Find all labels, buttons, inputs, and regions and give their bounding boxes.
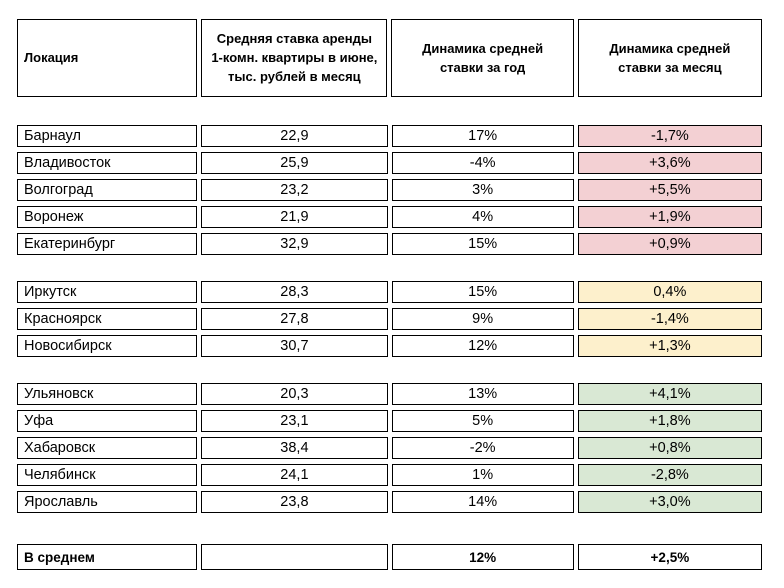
table-row: Новосибирск 30,7 12% +1,3% — [17, 335, 762, 357]
month-change-cell: +3,0% — [577, 491, 762, 513]
rate-cell: 30,7 — [201, 335, 388, 357]
rate-cell: 38,4 — [201, 437, 388, 459]
table-row: Уфа 23,1 5% +1,8% — [17, 410, 762, 432]
footer-year-change-cell: 12% — [391, 544, 574, 570]
table-row: Ярославль 23,8 14% +3,0% — [17, 491, 762, 513]
year-change-cell: 13% — [391, 383, 574, 405]
location-cell: Ульяновск — [17, 383, 198, 405]
month-change-cell: +0,9% — [577, 233, 762, 255]
rate-cell: 23,2 — [201, 179, 388, 201]
location-cell: Волгоград — [17, 179, 198, 201]
rate-cell: 22,9 — [201, 125, 388, 147]
table-footer-row: В среднем 12% +2,5% — [17, 544, 762, 570]
year-change-cell: -4% — [391, 152, 574, 174]
year-change-cell: 1% — [391, 464, 574, 486]
footer-month-change-cell: +2,5% — [577, 544, 762, 570]
rate-cell: 23,8 — [201, 491, 388, 513]
location-cell: Воронеж — [17, 206, 198, 228]
year-change-cell: 17% — [391, 125, 574, 147]
table-row: Барнаул 22,9 17% -1,7% — [17, 125, 762, 147]
location-cell: Новосибирск — [17, 335, 198, 357]
year-change-cell: -2% — [391, 437, 574, 459]
footer-rate-cell — [201, 544, 388, 570]
table-header-row: Локация Средняя ставка аренды 1-комн. кв… — [17, 19, 762, 97]
month-change-cell: +1,9% — [577, 206, 762, 228]
table-row: Иркутск 28,3 15% 0,4% — [17, 281, 762, 303]
location-cell: Владивосток — [17, 152, 198, 174]
table-row: Красноярск 27,8 9% -1,4% — [17, 308, 762, 330]
table-group: Иркутск 28,3 15% 0,4% Красноярск 27,8 9%… — [17, 281, 762, 357]
table-row: Ульяновск 20,3 13% +4,1% — [17, 383, 762, 405]
header-location: Локация — [17, 19, 198, 97]
rate-cell: 25,9 — [201, 152, 388, 174]
footer-label-cell: В среднем — [17, 544, 198, 570]
month-change-cell: +5,5% — [577, 179, 762, 201]
table-row: Воронеж 21,9 4% +1,9% — [17, 206, 762, 228]
location-cell: Ярославль — [17, 491, 198, 513]
location-cell: Уфа — [17, 410, 198, 432]
table-row: Хабаровск 38,4 -2% +0,8% — [17, 437, 762, 459]
table-row: Волгоград 23,2 3% +5,5% — [17, 179, 762, 201]
month-change-cell: +1,8% — [577, 410, 762, 432]
location-cell: Иркутск — [17, 281, 198, 303]
rate-cell: 23,1 — [201, 410, 388, 432]
year-change-cell: 5% — [391, 410, 574, 432]
year-change-cell: 3% — [391, 179, 574, 201]
rent-rates-table: Локация Средняя ставка аренды 1-комн. кв… — [17, 19, 762, 570]
rate-cell: 27,8 — [201, 308, 388, 330]
header-average-rate: Средняя ставка аренды 1-комн. квартиры в… — [201, 19, 388, 97]
year-change-cell: 15% — [391, 281, 574, 303]
year-change-cell: 12% — [391, 335, 574, 357]
month-change-cell: +0,8% — [577, 437, 762, 459]
month-change-cell: -1,7% — [577, 125, 762, 147]
header-month-change: Динамика средней ставки за месяц — [577, 19, 762, 97]
month-change-cell: +4,1% — [577, 383, 762, 405]
rate-cell: 32,9 — [201, 233, 388, 255]
table-group: Барнаул 22,9 17% -1,7% Владивосток 25,9 … — [17, 125, 762, 255]
month-change-cell: -1,4% — [577, 308, 762, 330]
rate-cell: 21,9 — [201, 206, 388, 228]
location-cell: Красноярск — [17, 308, 198, 330]
rate-cell: 24,1 — [201, 464, 388, 486]
year-change-cell: 9% — [391, 308, 574, 330]
table-row: Владивосток 25,9 -4% +3,6% — [17, 152, 762, 174]
year-change-cell: 14% — [391, 491, 574, 513]
location-cell: Челябинск — [17, 464, 198, 486]
location-cell: Екатеринбург — [17, 233, 198, 255]
month-change-cell: +3,6% — [577, 152, 762, 174]
month-change-cell: +1,3% — [577, 335, 762, 357]
table-row: Челябинск 24,1 1% -2,8% — [17, 464, 762, 486]
table-group: Ульяновск 20,3 13% +4,1% Уфа 23,1 5% +1,… — [17, 383, 762, 513]
rate-cell: 20,3 — [201, 383, 388, 405]
table-groups: Барнаул 22,9 17% -1,7% Владивосток 25,9 … — [17, 125, 762, 513]
year-change-cell: 4% — [391, 206, 574, 228]
table-row: Екатеринбург 32,9 15% +0,9% — [17, 233, 762, 255]
month-change-cell: 0,4% — [577, 281, 762, 303]
location-cell: Хабаровск — [17, 437, 198, 459]
header-year-change: Динамика средней ставки за год — [391, 19, 574, 97]
year-change-cell: 15% — [391, 233, 574, 255]
rate-cell: 28,3 — [201, 281, 388, 303]
location-cell: Барнаул — [17, 125, 198, 147]
month-change-cell: -2,8% — [577, 464, 762, 486]
